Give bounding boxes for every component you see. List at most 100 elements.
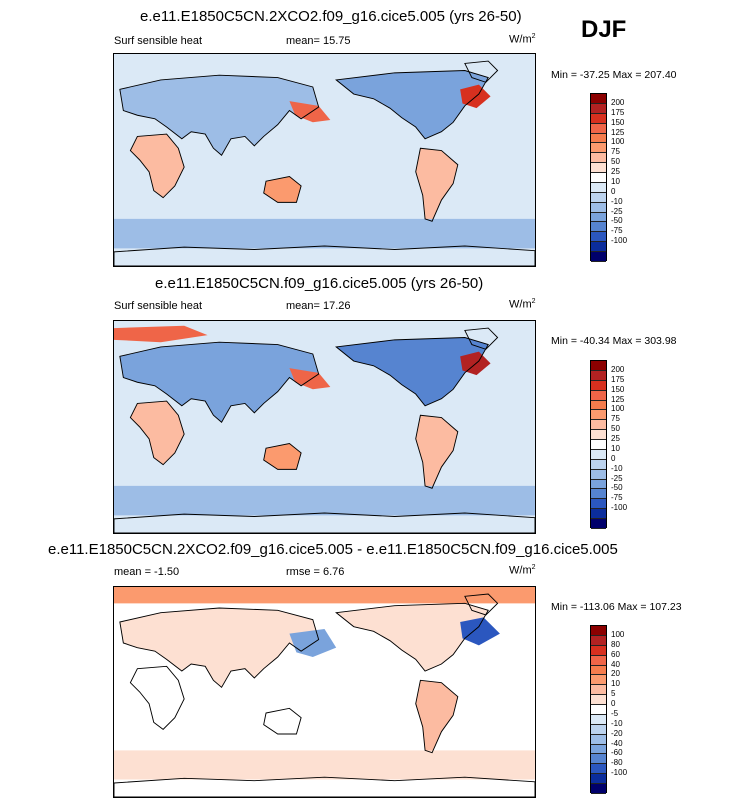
colorbar-swatch bbox=[591, 774, 606, 784]
field-region bbox=[289, 368, 331, 390]
panel-1-map bbox=[113, 53, 536, 267]
coastline bbox=[335, 337, 489, 407]
colorbar-tick-label: -10 bbox=[611, 718, 623, 728]
field-region bbox=[336, 70, 489, 139]
coastline bbox=[119, 607, 320, 689]
colorbar-tick-label: -75 bbox=[611, 493, 623, 503]
coastline bbox=[464, 60, 499, 83]
panel-1-mean: mean= 15.75 bbox=[286, 35, 351, 47]
colorbar-swatch bbox=[591, 734, 606, 745]
colorbar-tick-label: 10 bbox=[611, 176, 620, 186]
coastline bbox=[415, 147, 459, 222]
colorbar-swatch bbox=[591, 754, 606, 765]
panel-2-mean: mean= 17.26 bbox=[286, 300, 351, 312]
colorbar-swatch bbox=[591, 430, 606, 440]
colorbar-tick-label: -25 bbox=[611, 473, 623, 483]
colorbar-swatch bbox=[591, 410, 606, 421]
colorbar-swatch bbox=[591, 449, 606, 460]
colorbar-swatch bbox=[591, 626, 606, 636]
panel-1-field-label: Surf sensible heat bbox=[114, 35, 203, 47]
colorbar-tick-label: 20 bbox=[611, 669, 620, 679]
panel-3-map bbox=[113, 586, 536, 798]
colorbar-tick-label: 150 bbox=[611, 117, 625, 127]
coastline bbox=[114, 776, 535, 797]
field-region bbox=[415, 415, 458, 489]
colorbar-swatch bbox=[591, 222, 606, 233]
colorbar-tick-label: 75 bbox=[611, 147, 620, 157]
colorbar-tick-label: 40 bbox=[611, 659, 620, 669]
coastline bbox=[415, 679, 459, 754]
colorbar-swatch bbox=[591, 182, 606, 193]
colorbar-swatch bbox=[591, 380, 606, 391]
field-region bbox=[119, 75, 319, 156]
colorbar-swatch bbox=[591, 744, 606, 755]
coastline bbox=[129, 400, 185, 466]
colorbar-swatch bbox=[591, 714, 606, 725]
colorbar-tick-label: 175 bbox=[611, 374, 625, 384]
colorbar-tick-label: 0 bbox=[611, 453, 616, 463]
colorbar-swatch bbox=[591, 420, 606, 431]
colorbar-swatch bbox=[591, 370, 606, 381]
colorbar-swatches bbox=[590, 360, 607, 529]
coastline bbox=[335, 602, 489, 672]
colorbar-swatch bbox=[591, 192, 606, 203]
field-region bbox=[114, 325, 208, 343]
colorbar-swatch bbox=[591, 252, 606, 262]
season-label: DJF bbox=[581, 16, 627, 43]
panel-3-title: e.e11.E1850C5CN.2XCO2.f09_g16.cice5.005 … bbox=[48, 541, 618, 558]
coastline bbox=[263, 442, 302, 470]
colorbar-tick-label: -20 bbox=[611, 728, 623, 738]
colorbar-swatch bbox=[591, 153, 606, 164]
panel-1-minmax: Min = -37.25 Max = 207.40 bbox=[551, 69, 677, 81]
panel-1-units: W/m2 bbox=[509, 33, 536, 46]
coastline bbox=[114, 512, 535, 533]
field-region bbox=[336, 603, 489, 671]
colorbar-swatch bbox=[591, 113, 606, 124]
panel-2-units: W/m2 bbox=[509, 298, 536, 311]
colorbar-tick-label: -25 bbox=[611, 206, 623, 216]
colorbar-tick-label: 0 bbox=[611, 699, 616, 709]
colorbar-tick-label: 60 bbox=[611, 649, 620, 659]
colorbar-swatch bbox=[591, 635, 606, 646]
coastline bbox=[464, 327, 499, 350]
colorbar-swatch bbox=[591, 469, 606, 480]
colorbar-swatch bbox=[591, 123, 606, 134]
colorbar-tick-label: 0 bbox=[611, 186, 616, 196]
colorbar-tick-label: -60 bbox=[611, 748, 623, 758]
field-region bbox=[130, 134, 185, 198]
colorbar-tick-label: -100 bbox=[611, 768, 628, 778]
colorbar-swatch bbox=[591, 695, 606, 705]
colorbar-tick-label: 125 bbox=[611, 127, 625, 137]
colorbar-swatch bbox=[591, 212, 606, 223]
coastline bbox=[119, 341, 320, 424]
panel-1-title: e.e11.E1850C5CN.2XCO2.f09_g16.cice5.005 … bbox=[140, 8, 522, 25]
field-region bbox=[460, 617, 500, 646]
coastline bbox=[263, 175, 302, 203]
field-region bbox=[114, 485, 535, 516]
colorbar-swatch bbox=[591, 764, 606, 775]
panel-1-colorbar: 200 175 150 125 100 75 50 25 10 0 -10 -25 -50 -75 -100 bbox=[590, 93, 650, 262]
colorbar-tick-label: -5 bbox=[611, 708, 619, 718]
field-region bbox=[263, 443, 302, 470]
colorbar-swatches bbox=[590, 93, 607, 262]
colorbar-swatch bbox=[591, 361, 606, 371]
coastline bbox=[263, 707, 302, 735]
colorbar-swatch bbox=[591, 400, 606, 411]
field-region bbox=[114, 750, 535, 780]
colorbar-tick-label: 10 bbox=[611, 679, 620, 689]
colorbar-tick-label: 50 bbox=[611, 157, 620, 167]
field-region bbox=[119, 608, 319, 688]
field-region bbox=[415, 148, 458, 222]
coastline bbox=[119, 74, 320, 157]
colorbar-swatch bbox=[591, 784, 606, 794]
panel-3-colorbar: 100 80 60 40 20 10 5 0 -5 -10 -20 -40 -60 -80 -100 bbox=[590, 625, 650, 794]
colorbar-swatch bbox=[591, 232, 606, 243]
field-region bbox=[415, 680, 458, 753]
panel-3-rmse: rmse = 6.76 bbox=[286, 566, 345, 578]
colorbar-swatch bbox=[591, 459, 606, 470]
coastline bbox=[129, 133, 185, 199]
colorbar-tick-label: -40 bbox=[611, 738, 623, 748]
coastline bbox=[335, 70, 489, 140]
colorbar-tick-label: 75 bbox=[611, 414, 620, 424]
colorbar-tick-label: 175 bbox=[611, 107, 625, 117]
